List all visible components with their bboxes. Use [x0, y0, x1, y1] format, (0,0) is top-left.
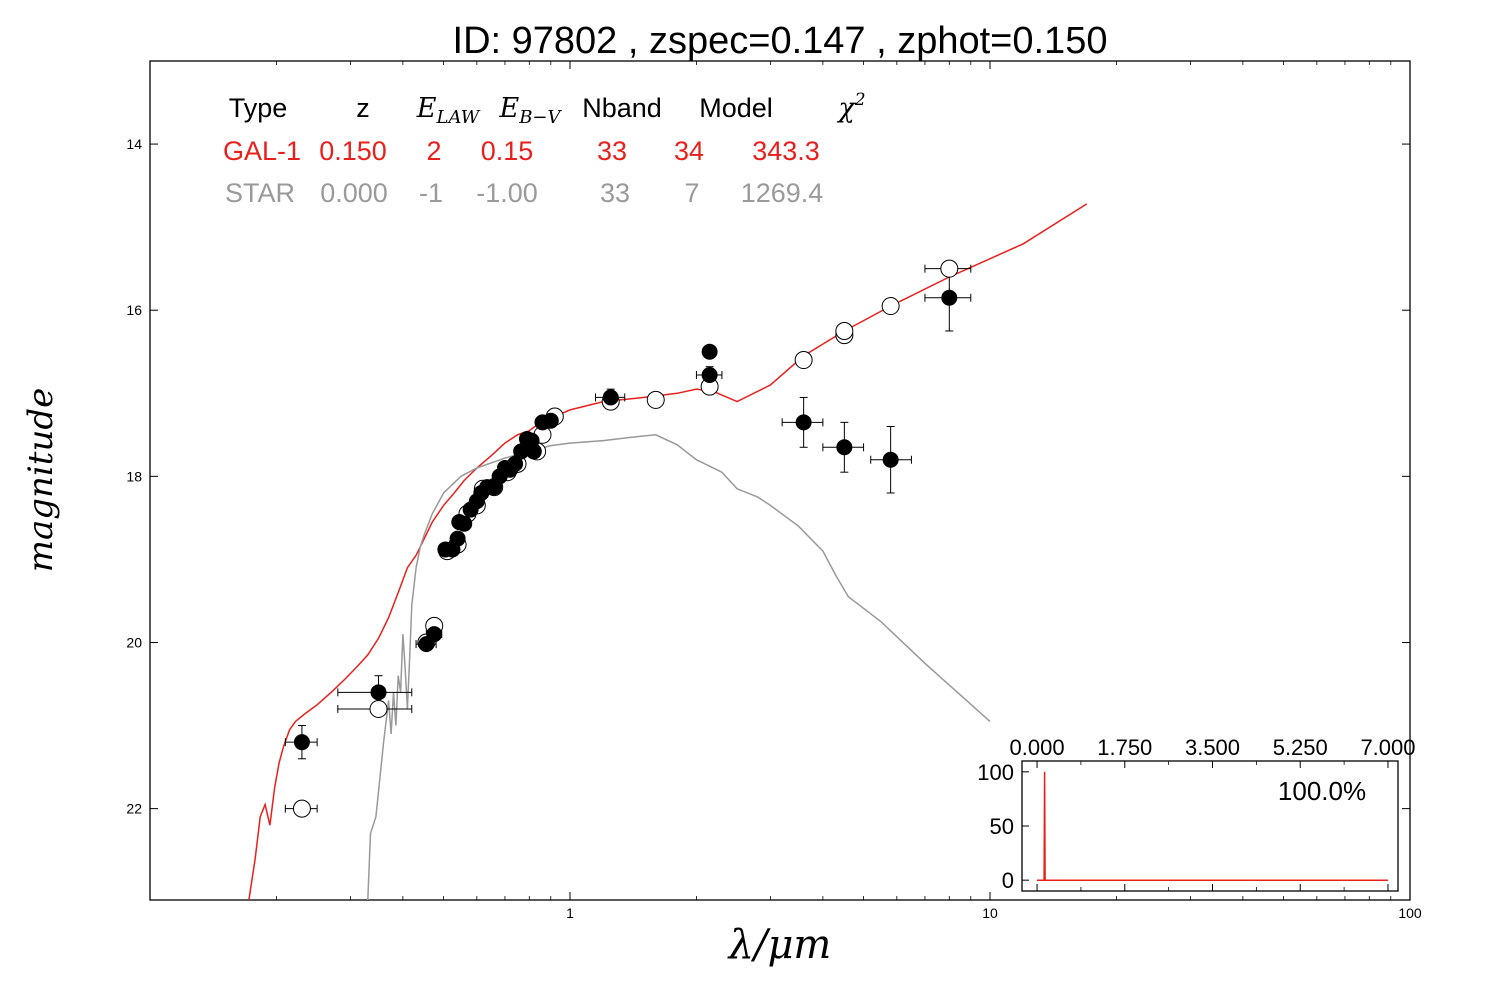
- inset-y-tick-label: 0: [1002, 868, 1014, 893]
- observed-point: [882, 451, 899, 468]
- table-header-nband: Nband: [582, 93, 662, 123]
- y-tick-label: 18: [126, 468, 142, 484]
- plot-frame: [149, 60, 1411, 901]
- inset-pdf-curve: [1037, 771, 1388, 881]
- fit-table: Type z ELAW EB−V Nband Model χ2 GAL-1 0.…: [223, 90, 866, 208]
- model-curves: [248, 203, 1088, 901]
- model-point: [292, 799, 311, 818]
- y-tick-label: 14: [126, 136, 142, 152]
- pdf-inset: 0.000 1.750 3.500 5.250 7.000 0 50 100 100.0%: [977, 735, 1415, 893]
- observed-point: [370, 684, 387, 701]
- row-gal-type: GAL-1: [223, 136, 301, 166]
- inset-x-tick-label: 7.000: [1360, 735, 1415, 760]
- x-tick-label: 1: [566, 905, 574, 921]
- y-tick-label: 22: [126, 801, 142, 817]
- sed-curve-gal-1: [248, 203, 1088, 901]
- observed-point: [293, 734, 310, 751]
- observed-point: [701, 343, 718, 360]
- table-header-chi2: χ2: [836, 90, 865, 124]
- sed-curve-star: [367, 434, 991, 901]
- observed-point: [449, 530, 466, 547]
- row-star-ebv: -1.00: [476, 178, 538, 208]
- pdf-curve: [1037, 771, 1388, 881]
- table-header-type: Type: [229, 93, 288, 123]
- inset-x-tick-label: 0.000: [1010, 735, 1065, 760]
- inset-y-tick-label: 50: [990, 814, 1014, 839]
- model-point: [835, 321, 854, 340]
- x-axis-label: λ/μm: [727, 922, 832, 968]
- row-gal-model: 34: [674, 136, 704, 166]
- observed-point: [795, 414, 812, 431]
- inset-x-tick-label: 5.250: [1273, 735, 1328, 760]
- observed-point: [941, 289, 958, 306]
- chart-title: ID: 97802 , zspec=0.147 , zphot=0.150: [453, 20, 1108, 62]
- table-header-z: z: [356, 93, 370, 123]
- model-point: [369, 699, 388, 718]
- inset-frame: [1021, 760, 1399, 892]
- inset-annotation: 100.0%: [1278, 776, 1366, 806]
- row-star-z: 0.000: [320, 178, 388, 208]
- observed-point: [701, 367, 718, 384]
- model-point: [646, 390, 665, 409]
- y-axis-label: magnitude: [21, 388, 61, 573]
- row-star-chi2: 1269.4: [741, 178, 824, 208]
- inset-x-tick-label: 1.750: [1097, 735, 1152, 760]
- observed-point: [542, 412, 559, 429]
- inset-x-tick-label: 3.500: [1185, 735, 1240, 760]
- observed-point: [525, 443, 542, 460]
- row-gal-ebv: 0.15: [481, 136, 534, 166]
- inset-axis-ticks: 0.000 1.750 3.500 5.250 7.000 0 50 100: [977, 735, 1415, 893]
- row-star-model: 7: [684, 178, 699, 208]
- model-point: [881, 297, 900, 316]
- model-point: [794, 351, 813, 370]
- row-gal-elaw: 2: [426, 136, 441, 166]
- row-gal-chi2: 343.3: [752, 136, 820, 166]
- inset-y-tick-label: 100: [977, 760, 1014, 785]
- filled-points: [293, 289, 958, 751]
- observed-point: [456, 515, 473, 532]
- model-point: [940, 259, 959, 278]
- row-star-type: STAR: [225, 178, 295, 208]
- row-star-elaw: -1: [419, 178, 443, 208]
- table-header-model: Model: [699, 93, 773, 123]
- row-star-nband: 33: [600, 178, 630, 208]
- observed-point: [426, 626, 443, 643]
- row-gal-nband: 33: [597, 136, 627, 166]
- observed-point: [836, 439, 853, 456]
- y-tick-label: 16: [126, 302, 142, 318]
- x-tick-label: 100: [1398, 905, 1422, 921]
- x-tick-label: 10: [982, 905, 998, 921]
- y-tick-label: 20: [126, 634, 142, 650]
- row-gal-z: 0.150: [319, 136, 387, 166]
- observed-point: [602, 389, 619, 406]
